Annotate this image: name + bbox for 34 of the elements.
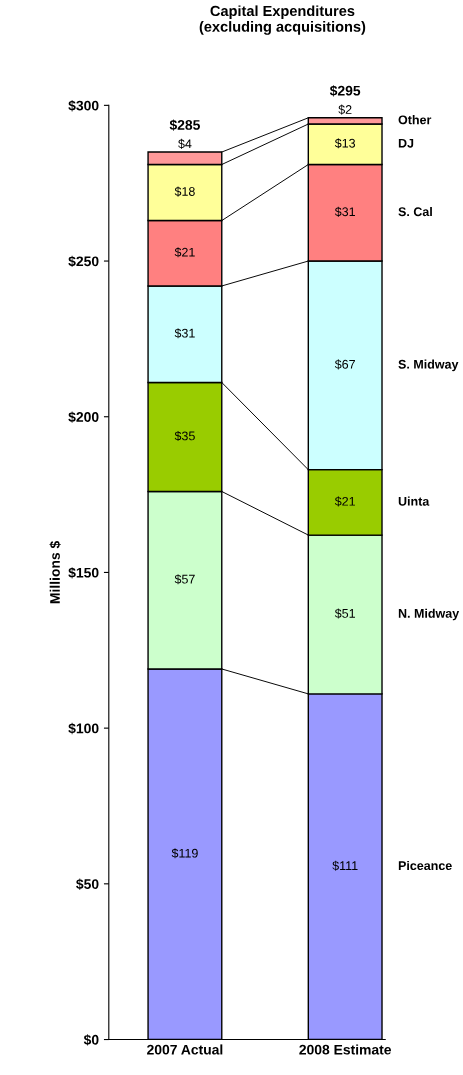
y-axis-title: Millions $ (49, 540, 61, 604)
series-label: DJ (398, 138, 414, 148)
y-tick-label: $50 (76, 878, 99, 890)
data-label: $57 (174, 574, 195, 585)
data-label: $21 (334, 496, 355, 507)
chart-title: Capital Expenditures (excluding acquisitions) (199, 5, 366, 35)
data-label: $119 (171, 848, 198, 859)
x-tick-label: 2007 Actual (147, 1044, 223, 1055)
data-label: $67 (334, 359, 355, 370)
data-label: $2 (338, 104, 352, 115)
y-tick-label: $200 (68, 411, 99, 423)
data-label: $18 (174, 186, 195, 197)
y-tick-label: $0 (83, 1034, 99, 1046)
y-tick-label: $300 (68, 100, 99, 112)
series-label: Uinta (398, 496, 430, 506)
data-label: $111 (332, 860, 358, 871)
series-label: S. Cal (398, 206, 432, 217)
y-tick-label: $100 (68, 722, 99, 735)
data-label: $35 (174, 430, 195, 442)
data-label: $31 (174, 328, 195, 339)
x-tick-label: 2008 Estimate (299, 1044, 392, 1055)
data-label: $21 (174, 247, 195, 258)
series-label: Piceance (398, 860, 452, 871)
total-label: $285 (169, 119, 200, 131)
data-label: $4 (178, 138, 192, 149)
series-label: S. Midway (398, 359, 459, 372)
data-label: $51 (334, 608, 355, 619)
total-label: $295 (329, 85, 361, 97)
y-tick-label: $150 (68, 567, 99, 579)
data-label: $31 (334, 206, 355, 217)
series-label: N. Midway (398, 608, 460, 621)
y-tick-label: $250 (68, 255, 99, 268)
data-label: $13 (334, 138, 356, 149)
series-label: Other (398, 115, 432, 125)
